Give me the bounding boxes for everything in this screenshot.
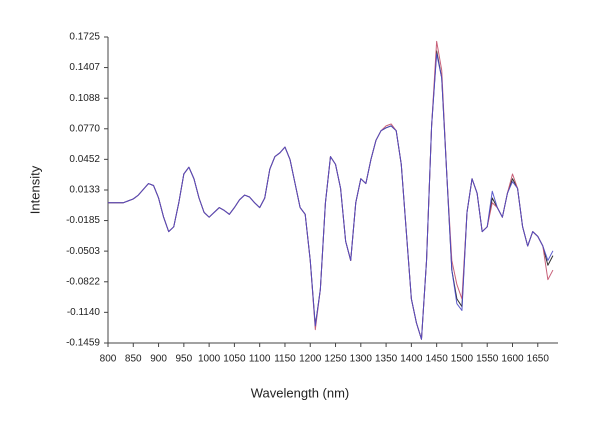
spectrum-line xyxy=(108,40,554,340)
spectrum-line xyxy=(108,50,554,340)
y-tick-label: 0.1725 xyxy=(69,32,100,43)
x-tick-label: 1500 xyxy=(451,354,474,365)
y-tick-label: 0.0770 xyxy=(69,123,100,134)
x-tick-label: 1300 xyxy=(350,354,373,365)
y-tick-label: -0.0822 xyxy=(66,276,100,287)
x-tick-label: 1200 xyxy=(299,354,322,365)
x-tick-label: 1000 xyxy=(198,354,221,365)
x-tick-label: 1650 xyxy=(527,354,550,365)
y-tick-label: 0.1088 xyxy=(69,93,100,104)
x-tick-label: 900 xyxy=(150,354,167,365)
y-tick-label: -0.0503 xyxy=(66,246,100,257)
x-tick-label: 1550 xyxy=(476,354,499,365)
x-tick-label: 1400 xyxy=(400,354,423,365)
x-tick-label: 1150 xyxy=(274,354,296,365)
spectrum-line xyxy=(108,53,554,340)
y-tick-label: 0.1407 xyxy=(69,62,100,73)
y-tick-label: -0.1140 xyxy=(67,307,101,318)
x-tick-label: 1250 xyxy=(324,354,347,365)
x-tick-label: 850 xyxy=(125,354,142,365)
x-tick-label: 1450 xyxy=(426,354,449,365)
y-tick-label: -0.1459 xyxy=(66,338,100,349)
y-tick-label: 0.0452 xyxy=(69,154,100,165)
x-tick-label: 800 xyxy=(100,354,117,365)
y-axis-title: Intensity xyxy=(27,165,42,214)
x-tick-label: 1350 xyxy=(375,354,398,365)
x-tick-label: 950 xyxy=(175,354,192,365)
x-tick-label: 1050 xyxy=(223,354,246,365)
y-tick-label: 0.0133 xyxy=(69,185,100,196)
y-tick-label: -0.0185 xyxy=(66,215,100,226)
x-tick-label: 1600 xyxy=(501,354,524,365)
x-axis-title: Wavelength (nm) xyxy=(251,385,350,400)
x-tick-label: 1100 xyxy=(249,354,271,365)
